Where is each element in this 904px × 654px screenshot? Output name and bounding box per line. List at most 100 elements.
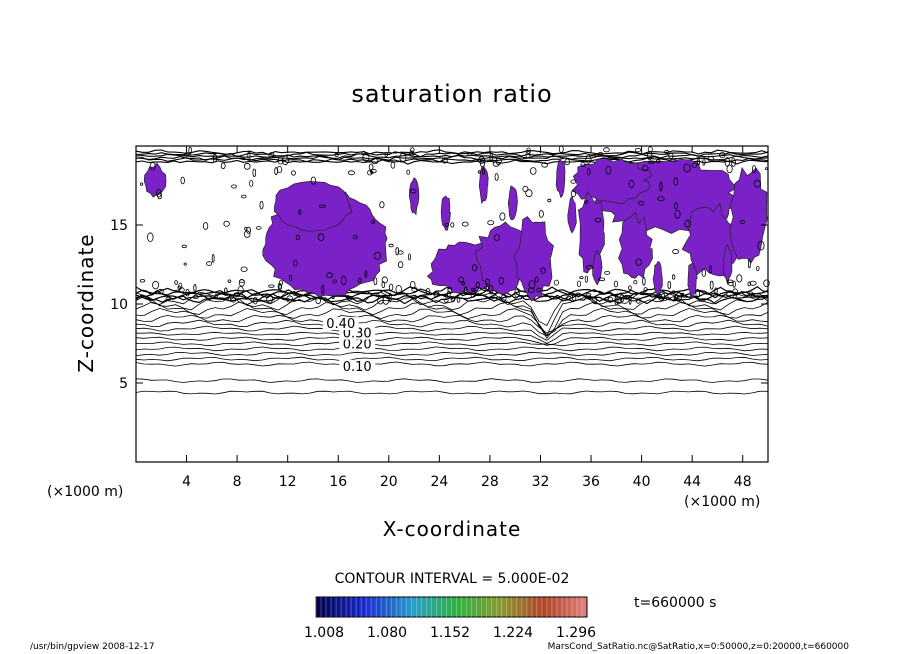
contour-speck [525,189,533,198]
contour-speck [634,148,642,153]
contour-speck [495,157,502,165]
contour-line [135,307,769,336]
contour-speck [672,249,679,255]
contour-line [135,296,769,337]
contour-speck [579,276,584,280]
contour-line [135,346,769,352]
y-axis-label: Z-coordinate [74,233,98,372]
contour-speck [425,287,431,295]
contour-speck [673,177,679,186]
contour-speck [484,278,490,286]
chart-title: saturation ratio [351,80,552,108]
x-axis-label: X-coordinate [383,517,522,541]
contour-line [135,336,769,346]
contour-speck [566,295,571,301]
contour-speck [456,296,461,303]
contour-speck [669,158,677,162]
contour-speck [407,253,411,261]
colorbar-label: 1.296 [556,625,596,641]
contour-speck [732,280,736,288]
contour-speck [633,280,638,285]
x-tick-label: 24 [430,474,448,490]
contour-clutter [139,145,770,306]
contour-speck [668,152,674,160]
contour-speck [369,168,377,174]
colorbar-label: 1.224 [493,625,533,641]
contour-speck [470,287,474,291]
x-tick-label: 48 [734,474,752,490]
contour-label-bg [339,359,376,373]
purple-cloud [513,216,554,302]
y-axis-ticks: 5 10 15 [110,218,768,392]
colorbar-gradient [315,596,588,618]
contour-speck [249,179,254,187]
contour-speck [444,222,449,227]
x-tick-label: 20 [380,474,398,490]
contour-line [135,314,769,334]
contour-speck [594,217,602,223]
contour-speck [494,173,499,181]
contour-speck [701,269,706,277]
contour-speck [332,279,337,284]
contour-label: 0.20 [343,338,372,353]
contour-line-top [135,149,769,155]
contour-speck [648,160,655,164]
contour-speck [293,293,297,296]
contour-speck [659,181,663,192]
contour-lines [135,149,769,395]
contour-speck [446,290,451,298]
contour-speck [576,280,582,287]
contour-speck [603,147,610,153]
contour-line [136,331,769,344]
contour-speck [292,259,298,267]
contour-speck [522,185,529,193]
contour-speck [181,244,187,249]
contour-speck [298,209,302,215]
contour-speck [757,240,765,251]
contour-speck [749,280,757,286]
contour-speck [268,152,275,159]
contour-speck [647,146,653,153]
contour-line [135,325,769,341]
contour-speck [230,297,236,303]
purple-cloud [618,211,653,279]
contour-speck [370,219,375,224]
y-tick-label: 15 [110,218,128,234]
contour-speck [409,150,415,157]
contour-speck [461,281,466,286]
contour-speck [540,267,546,274]
purple-streak [478,165,489,205]
contour-speck [183,262,187,266]
contour-speck [450,296,456,303]
contour-speck [157,288,164,294]
contour-speck [317,233,325,242]
contour-speck [691,162,698,168]
contour-speck [709,280,714,290]
contour-speck [541,162,549,168]
contour-speck [259,200,264,210]
x-tick-label: 32 [532,474,550,490]
contour-speck [274,167,278,176]
time-stamp: t=660000 s [634,595,716,611]
x-tick-label: 4 [182,474,191,490]
contour-speck [585,155,592,164]
contour-speck [203,222,209,230]
colorbar: 1.008 1.080 1.152 1.224 1.296 [304,596,596,641]
contour-speck [281,155,289,166]
contour-speck [379,201,385,209]
contour-label-bg [322,317,359,331]
contour-label: 0.40 [326,317,355,332]
contour-speck [584,200,589,204]
contour-line-top [135,157,769,163]
contour-speck [220,162,226,170]
contour-speck [598,277,606,282]
contour-speck [605,166,612,175]
contour-speck [388,243,394,248]
y-tick-label: 5 [119,376,128,392]
contour-speck [586,264,593,270]
x-tick-label: 16 [329,474,347,490]
contour-speck [364,270,368,278]
contour-speck [484,285,490,290]
contour-speck [388,283,394,291]
contour-speck [388,292,392,303]
